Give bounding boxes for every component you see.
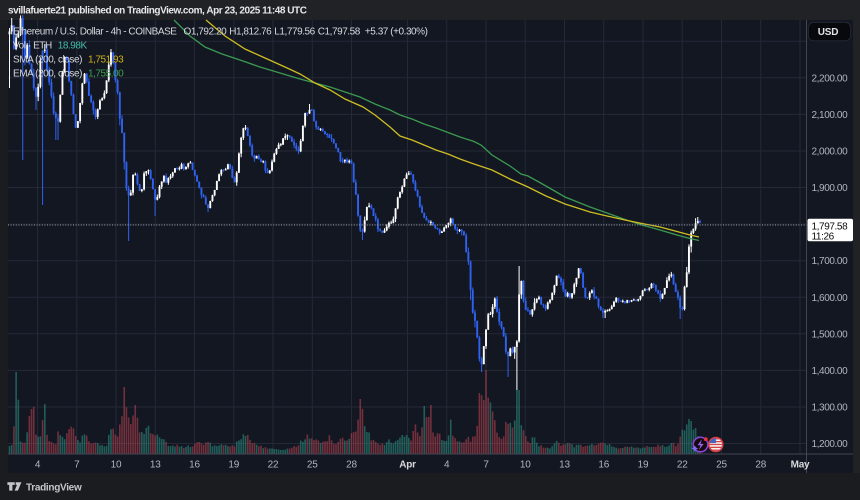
svg-text:2,200.00: 2,200.00 xyxy=(812,73,849,84)
svg-text:11:26: 11:26 xyxy=(812,232,835,243)
svg-text:10: 10 xyxy=(520,460,531,471)
svg-text:28: 28 xyxy=(346,460,357,471)
svg-text:Ethereum / U.S. Dollar - 4h -: Ethereum / U.S. Dollar - 4h - COINBASE O1… xyxy=(13,27,428,38)
svg-text:2,100.00: 2,100.00 xyxy=(812,110,849,121)
svg-text:28: 28 xyxy=(755,460,766,471)
svg-text:1,900.00: 1,900.00 xyxy=(812,183,849,194)
svg-text:svillafuerte21 published on Tr: svillafuerte21 published on TradingView.… xyxy=(8,6,307,17)
svg-text:1,797.58: 1,797.58 xyxy=(812,221,849,232)
svg-text:1,500.00: 1,500.00 xyxy=(812,329,849,340)
svg-text:2,000.00: 2,000.00 xyxy=(812,147,849,158)
svg-text:1,400.00: 1,400.00 xyxy=(812,366,849,377)
svg-text:25: 25 xyxy=(307,460,318,471)
svg-text:10: 10 xyxy=(111,460,122,471)
svg-text:TradingView: TradingView xyxy=(26,483,82,494)
svg-text:USD: USD xyxy=(818,27,839,38)
svg-text:22: 22 xyxy=(268,460,279,471)
svg-text:16: 16 xyxy=(189,460,200,471)
svg-text:May: May xyxy=(791,460,810,471)
svg-text:1,300.00: 1,300.00 xyxy=(812,403,849,414)
svg-text:4: 4 xyxy=(444,460,450,471)
svg-text:7: 7 xyxy=(483,460,489,471)
svg-text:13: 13 xyxy=(150,460,161,471)
svg-text:19: 19 xyxy=(228,460,239,471)
svg-text:19: 19 xyxy=(638,460,649,471)
svg-text:EMA (200, close)1,755.00: EMA (200, close) 1,755.00 xyxy=(13,69,124,80)
svg-text:1,700.00: 1,700.00 xyxy=(812,256,849,267)
svg-text:22: 22 xyxy=(677,460,688,471)
svg-text:1,200.00: 1,200.00 xyxy=(812,439,849,450)
svg-text:SMA (200, close)1,751.93: SMA (200, close) 1,751.93 xyxy=(13,55,124,66)
svg-text:4: 4 xyxy=(35,460,41,471)
svg-text:1,600.00: 1,600.00 xyxy=(812,293,849,304)
svg-text:25: 25 xyxy=(716,460,727,471)
svg-text:13: 13 xyxy=(559,460,570,471)
svg-text:16: 16 xyxy=(598,460,609,471)
svg-text:Apr: Apr xyxy=(399,460,416,471)
svg-text:7: 7 xyxy=(74,460,80,471)
